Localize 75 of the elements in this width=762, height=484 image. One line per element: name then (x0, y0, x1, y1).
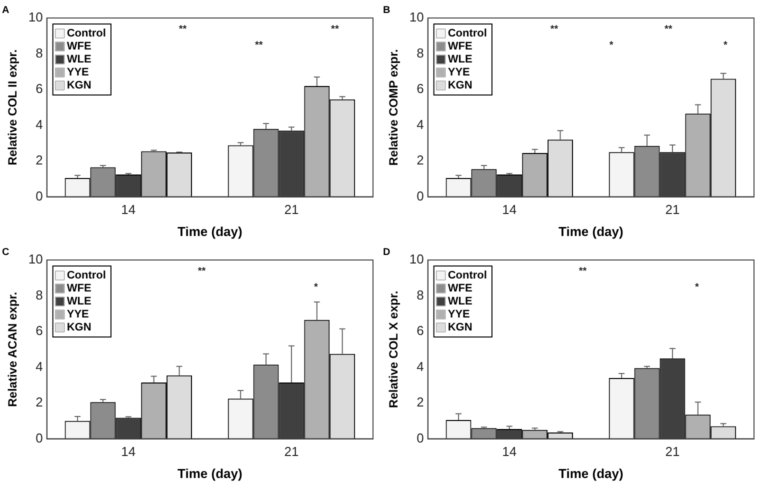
chart-title: B (383, 4, 390, 16)
legend-label: KGN (448, 322, 472, 334)
chart-title: D (383, 246, 390, 258)
annotation: ** (331, 24, 339, 35)
legend-label: WFE (448, 40, 472, 53)
annotation: * (694, 282, 699, 293)
annotation: ** (550, 24, 558, 35)
legend-label: Control (66, 28, 106, 40)
x-tick-label: 14 (502, 444, 517, 460)
y-tick-label: 8 (416, 45, 424, 60)
y-tick-label: 0 (36, 430, 43, 446)
y-axis-title: Relative ACAN expr. (6, 292, 20, 407)
y-tick-label: 2 (36, 394, 43, 410)
legend-label: WFE (66, 40, 92, 53)
legend-label: YYE (448, 308, 470, 321)
legend-label: YYE (66, 66, 89, 79)
chart-title: A (2, 4, 10, 16)
y-tick-label: 4 (36, 116, 43, 132)
annotation: * (724, 40, 728, 51)
annotation: ** (178, 24, 187, 35)
y-tick-label: 4 (416, 358, 424, 374)
y-tick-label: 6 (36, 323, 43, 338)
legend-label: Control (448, 270, 487, 282)
annotation: ** (198, 266, 206, 277)
legend-label: WLE (448, 54, 472, 66)
y-tick-label: 8 (36, 45, 43, 60)
y-tick-label: 0 (36, 188, 43, 204)
legend-label: WLE (448, 296, 472, 308)
y-tick-label: 10 (409, 252, 424, 267)
x-tick-label: 14 (121, 202, 136, 218)
y-tick-label: 6 (416, 323, 424, 338)
annotation: ** (578, 266, 587, 277)
x-tick-label: 21 (665, 202, 680, 218)
y-axis-title: Relative COL II expr. (6, 49, 20, 166)
x-axis-title: Time (day) (558, 224, 624, 239)
y-axis-title: Relative COL X expr. (386, 290, 401, 408)
y-tick-label: 2 (416, 152, 424, 168)
x-tick-label: 21 (665, 444, 680, 460)
y-tick-label: 0 (416, 430, 424, 446)
y-tick-label: 4 (36, 358, 43, 374)
legend-label: Control (66, 270, 106, 282)
annotation: * (609, 40, 614, 51)
chart-title: C (2, 246, 10, 258)
y-tick-label: 6 (36, 81, 43, 96)
legend-label: WLE (66, 54, 92, 66)
y-tick-label: 2 (36, 152, 43, 168)
legend-label: WFE (66, 282, 92, 295)
x-tick-label: 14 (502, 202, 517, 218)
y-axis-title: Relative COMP expr. (386, 49, 401, 166)
legend-label: KGN (66, 80, 92, 92)
legend-label: KGN (448, 80, 472, 92)
legend-label: WLE (66, 296, 92, 308)
legend-label: YYE (448, 66, 470, 79)
y-tick-label: 8 (36, 287, 43, 302)
legend-label: KGN (66, 322, 92, 334)
y-tick-label: 10 (28, 252, 43, 267)
legend-label: Control (448, 28, 487, 40)
x-axis-title: Time (day) (558, 466, 624, 481)
legend-label: YYE (66, 308, 89, 321)
annotation: ** (254, 40, 263, 51)
x-axis-title: Time (day) (178, 466, 242, 481)
x-tick-label: 21 (284, 202, 299, 218)
y-tick-label: 0 (416, 188, 424, 204)
y-tick-label: 10 (28, 10, 43, 25)
y-tick-label: 2 (416, 394, 424, 410)
y-tick-label: 8 (416, 287, 424, 302)
legend-label: WFE (448, 282, 472, 295)
annotation: * (314, 282, 318, 293)
x-tick-label: 21 (284, 444, 299, 460)
y-tick-label: 10 (409, 10, 424, 25)
annotation: ** (664, 24, 672, 35)
x-tick-label: 14 (121, 444, 136, 460)
x-axis-title: Time (day) (178, 224, 242, 239)
y-tick-label: 6 (416, 81, 424, 96)
y-tick-label: 4 (416, 116, 424, 132)
